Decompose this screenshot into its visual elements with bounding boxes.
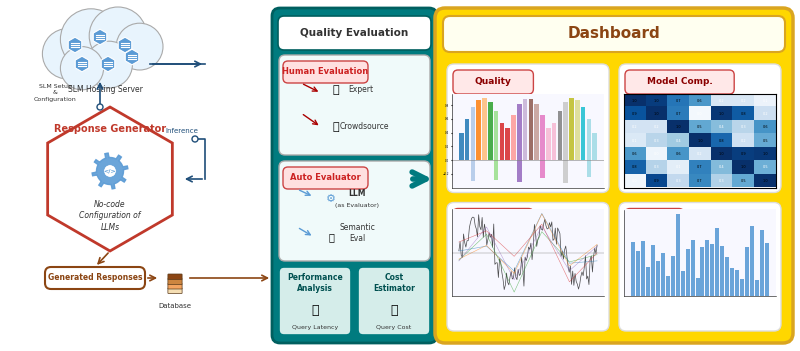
Text: Crowdsource: Crowdsource [339,122,389,132]
Circle shape [86,41,133,88]
Text: Dashboard: Dashboard [568,26,660,41]
FancyBboxPatch shape [168,278,182,285]
Polygon shape [92,153,128,189]
Text: Quality: Quality [474,78,512,86]
FancyBboxPatch shape [453,208,534,232]
Text: Performance
Analysis: Performance Analysis [287,273,343,293]
Circle shape [42,28,93,79]
FancyBboxPatch shape [447,64,609,192]
FancyBboxPatch shape [279,267,351,335]
Polygon shape [118,37,132,53]
Circle shape [116,23,163,70]
Text: Response Generator: Response Generator [54,124,166,134]
Text: Human Evaluation: Human Evaluation [282,67,368,77]
FancyBboxPatch shape [283,61,368,83]
FancyBboxPatch shape [278,16,431,50]
Polygon shape [102,56,114,72]
Text: Latency: Latency [473,216,514,225]
Polygon shape [48,107,172,251]
Text: (as Evaluator): (as Evaluator) [335,203,379,207]
Text: Inference: Inference [166,128,198,134]
FancyBboxPatch shape [435,8,793,343]
Text: Cost
Estimator: Cost Estimator [373,273,415,293]
Text: 🔍: 🔍 [328,232,334,242]
Text: 💰: 💰 [390,305,398,318]
FancyBboxPatch shape [625,70,734,94]
Text: ⚙: ⚙ [326,194,336,204]
Polygon shape [68,37,82,53]
FancyBboxPatch shape [279,55,430,155]
Text: SLM Hosting Server: SLM Hosting Server [67,85,142,93]
Circle shape [97,104,103,110]
Text: Database: Database [158,303,191,309]
Text: 🖥: 🖥 [333,85,339,95]
Text: Generated Responses: Generated Responses [48,273,142,283]
FancyBboxPatch shape [453,70,534,94]
FancyBboxPatch shape [272,8,437,343]
Text: Model Comp.: Model Comp. [646,78,713,86]
Text: Query Latency: Query Latency [292,325,338,330]
FancyBboxPatch shape [358,267,430,335]
Text: </>: </> [104,168,116,173]
Circle shape [60,9,122,70]
FancyBboxPatch shape [619,203,781,331]
Text: SLM Setup
&
Configuration: SLM Setup & Configuration [34,84,76,102]
Text: 📈: 📈 [311,305,318,318]
Text: Quality Evaluation: Quality Evaluation [300,28,409,38]
Circle shape [192,136,198,142]
FancyBboxPatch shape [443,16,785,52]
FancyBboxPatch shape [279,161,430,261]
FancyBboxPatch shape [168,274,182,279]
FancyBboxPatch shape [168,284,182,289]
FancyBboxPatch shape [168,288,182,293]
Polygon shape [94,29,106,45]
Text: Auto Evaluator: Auto Evaluator [290,173,360,183]
FancyBboxPatch shape [447,203,609,331]
FancyBboxPatch shape [619,64,781,192]
Text: 👥: 👥 [333,122,339,132]
Text: Cost: Cost [643,216,666,225]
FancyBboxPatch shape [283,167,368,189]
Text: No-code
Configuration of
LLMs: No-code Configuration of LLMs [79,200,141,232]
Text: Expert: Expert [349,86,374,94]
Text: LLM: LLM [348,188,366,198]
FancyBboxPatch shape [625,208,684,232]
Circle shape [104,165,116,177]
Polygon shape [75,56,89,72]
Text: Semantic
Eval: Semantic Eval [339,223,375,243]
Circle shape [61,47,104,90]
Circle shape [89,7,147,65]
Polygon shape [126,49,138,65]
Text: Query Cost: Query Cost [376,325,412,330]
FancyBboxPatch shape [45,267,145,289]
